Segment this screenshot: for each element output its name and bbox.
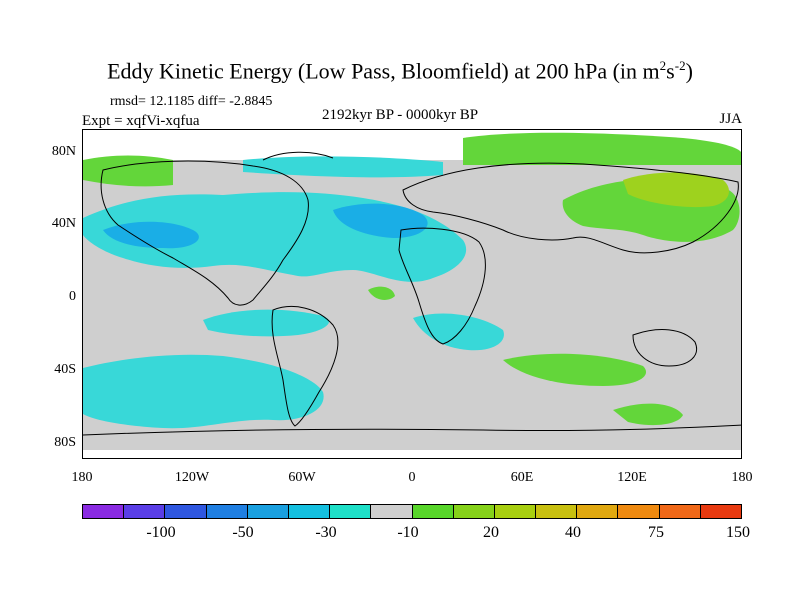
green-region-south-east bbox=[613, 403, 683, 426]
green-region-arctic bbox=[463, 132, 741, 165]
lon-label-60w: 60W bbox=[288, 470, 316, 485]
stats-text: rmsd= 12.1185 diff= -2.8845 bbox=[110, 94, 273, 109]
colorbar-label: 75 bbox=[648, 524, 664, 541]
period-label: 2192kyr BP - 0000kyr BP bbox=[321, 107, 479, 123]
lon-label-180e: 180 bbox=[731, 470, 753, 485]
south-america-outline bbox=[271, 306, 339, 427]
colorbar-swatch bbox=[288, 505, 331, 518]
colorbar-swatch bbox=[536, 505, 578, 518]
anomaly-fields bbox=[83, 132, 741, 429]
africa-outline bbox=[398, 227, 486, 345]
colorbar-swatch bbox=[165, 505, 207, 518]
green-region-south-indian bbox=[503, 353, 647, 386]
lon-label-120w: 120W bbox=[174, 470, 210, 485]
colorbar bbox=[82, 504, 742, 519]
cyan-region-southern-ocean bbox=[83, 354, 324, 429]
green-region-northwest bbox=[83, 155, 173, 187]
colorbar-swatch bbox=[206, 505, 248, 518]
colorbar-label: 20 bbox=[483, 524, 499, 541]
greenland-outline bbox=[262, 151, 334, 161]
colorbar-swatch bbox=[700, 505, 741, 518]
colorbar-label: -50 bbox=[232, 524, 254, 541]
cyan-region-indian bbox=[413, 313, 504, 351]
coastlines bbox=[83, 151, 741, 436]
colorbar-swatch bbox=[618, 505, 660, 518]
cyan-region-south-pacific bbox=[203, 309, 329, 337]
blue-region-north-pacific bbox=[103, 221, 199, 249]
map-svg bbox=[83, 130, 741, 458]
colorbar-swatch bbox=[83, 505, 125, 518]
eurasia-outline bbox=[402, 162, 739, 254]
colorbar-swatch bbox=[453, 505, 495, 518]
lat-label-40s: 40S bbox=[54, 362, 76, 377]
lat-label-40n: 40N bbox=[51, 216, 76, 231]
antarctica-outline bbox=[83, 424, 741, 436]
lat-label-80s: 80S bbox=[54, 435, 76, 450]
colorbar-label: -100 bbox=[146, 524, 176, 541]
lon-label-60e: 60E bbox=[510, 470, 534, 485]
colorbar-swatch bbox=[412, 505, 454, 518]
colorbar-swatch bbox=[247, 505, 289, 518]
colorbar-label: -30 bbox=[315, 524, 337, 541]
colorbar-swatch bbox=[371, 505, 413, 518]
colorbar-swatch bbox=[494, 505, 537, 518]
colorbar-swatch bbox=[659, 505, 701, 518]
colorbar-label: -10 bbox=[397, 524, 419, 541]
experiment-label: Expt = xqfVi-xqfua bbox=[82, 113, 200, 129]
yellowgreen-region-asia bbox=[623, 172, 729, 208]
cyan-region-arctic bbox=[243, 156, 443, 178]
australia-outline bbox=[632, 329, 697, 367]
colorbar-label: 150 bbox=[726, 524, 750, 541]
colorbar-label: 40 bbox=[565, 524, 581, 541]
season-label: JJA bbox=[719, 111, 742, 127]
lat-label-0: 0 bbox=[69, 289, 76, 304]
green-patch-africa bbox=[368, 286, 395, 300]
lon-label-180w: 180 bbox=[71, 470, 93, 485]
lon-label-0: 0 bbox=[408, 470, 416, 485]
plot-title: Eddy Kinetic Energy (Low Pass, Bloomfiel… bbox=[107, 58, 693, 84]
north-america-outline bbox=[100, 160, 309, 306]
colorbar-swatch bbox=[577, 505, 619, 518]
lat-label-80n: 80N bbox=[51, 144, 76, 159]
colorbar-swatch bbox=[124, 505, 166, 518]
lon-label-120e: 120E bbox=[617, 470, 647, 485]
map-panel bbox=[82, 129, 742, 459]
colorbar-swatch bbox=[330, 505, 372, 518]
